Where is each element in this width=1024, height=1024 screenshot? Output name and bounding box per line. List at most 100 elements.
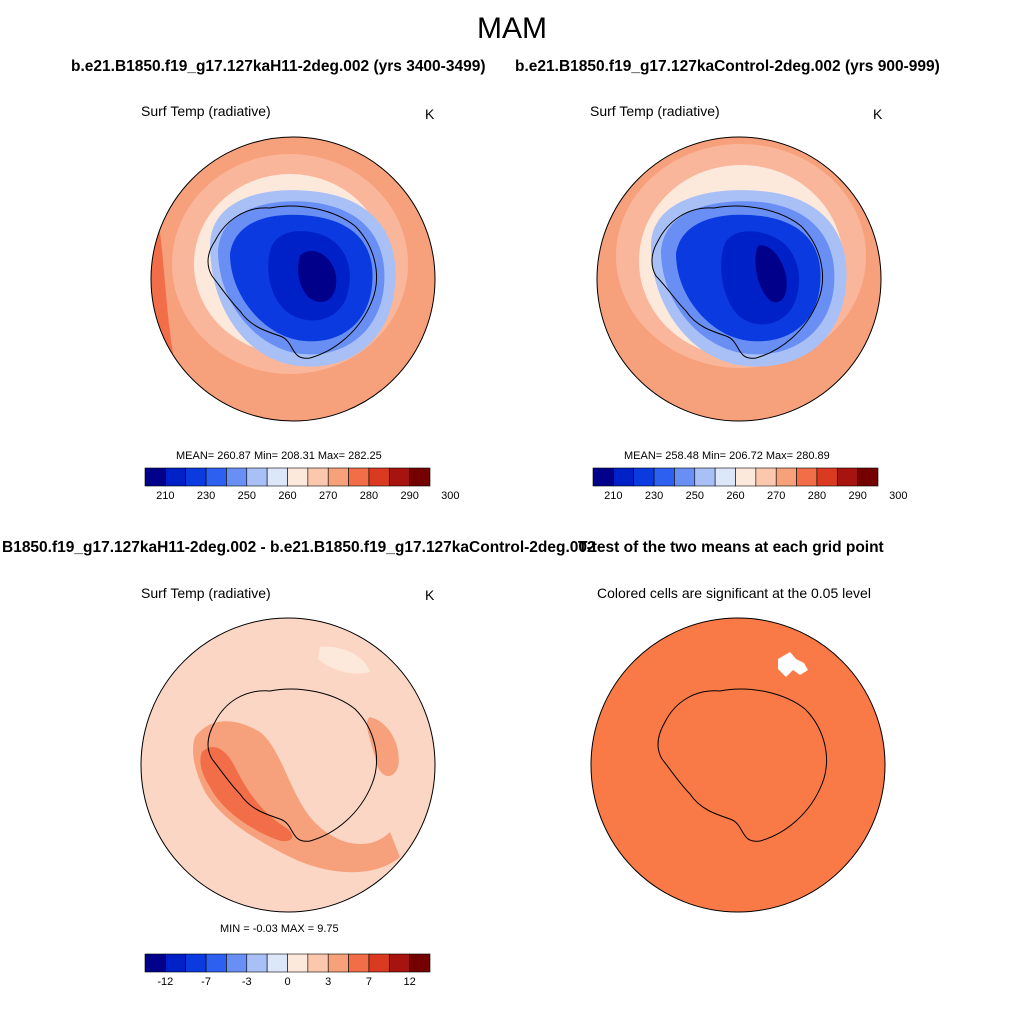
colorbar-tick-label: 300 xyxy=(441,490,460,502)
colorbar-swatch xyxy=(266,467,288,487)
units-top-left: K xyxy=(425,106,435,122)
colorbar-swatch xyxy=(409,953,431,973)
colorbar-swatch xyxy=(368,467,390,487)
map-border xyxy=(590,617,886,913)
stats-top-left: MEAN= 260.87 Min= 208.31 Max= 282.25 xyxy=(176,450,382,462)
warm-anomaly-east xyxy=(366,717,399,777)
colorbar-tick-label: 12 xyxy=(403,976,416,988)
colorbar-tick-label: 280 xyxy=(807,490,827,502)
colorbar-swatch xyxy=(205,467,227,487)
map-top-right xyxy=(596,136,882,422)
colorbar-swatch xyxy=(714,467,736,487)
figure-title: MAM xyxy=(477,12,547,45)
panel-label-bottom-right: Colored cells are significant at the 0.0… xyxy=(597,585,871,601)
case-title-left: b.e21.B1850.f19_g17.127kaH11-2deg.002 (y… xyxy=(71,58,486,75)
map-bottom-left xyxy=(140,617,436,913)
pale-anomaly-north xyxy=(318,646,370,674)
colorbar-swatch xyxy=(327,953,349,973)
colorbar-swatch xyxy=(307,953,329,973)
colorbar-swatch xyxy=(633,467,655,487)
colorbar-tick-label: 3 xyxy=(325,976,332,988)
colorbar-swatch xyxy=(165,467,187,487)
colorbar-tick-label: 210 xyxy=(604,490,623,502)
colorbar-tick-label: 280 xyxy=(359,490,379,502)
colorbar-tick-label: 250 xyxy=(237,490,256,502)
colorbar-top-left xyxy=(144,467,431,487)
map-border xyxy=(150,136,436,422)
panel-label-top-left: Surf Temp (radiative) xyxy=(141,103,271,119)
colorbar-swatch xyxy=(368,953,390,973)
colorbar-tick-label: 7 xyxy=(365,976,372,988)
colorbar-swatch xyxy=(613,467,635,487)
colorbar-swatch xyxy=(735,467,757,487)
panel-label-bottom-left: Surf Temp (radiative) xyxy=(141,585,271,601)
colorbar-bottom-left xyxy=(144,953,431,973)
colorbar-top-right xyxy=(592,467,879,487)
colorbar-tick-label: 260 xyxy=(726,490,745,502)
colorbar-swatch xyxy=(674,467,696,487)
colorbar-swatch xyxy=(816,467,838,487)
colorbar-tick-label: 250 xyxy=(685,490,704,502)
colorbar-swatch xyxy=(388,467,410,487)
colorbar-swatch xyxy=(144,467,166,487)
colorbar-tick-label: -3 xyxy=(241,976,252,988)
antarctica-coastline xyxy=(651,205,824,359)
colorbar-tick-label: 270 xyxy=(319,490,338,502)
colorbar-swatch xyxy=(185,953,207,973)
colorbar-tick-label: 290 xyxy=(400,490,419,502)
units-bottom-left: K xyxy=(425,587,435,603)
units-top-right: K xyxy=(873,106,883,122)
colorbar-swatch xyxy=(226,953,248,973)
antarctica-coastline xyxy=(207,688,378,842)
contour-ring-7 xyxy=(755,245,787,303)
colorbar-swatch xyxy=(266,953,288,973)
colorbar-tick-label: 270 xyxy=(767,490,786,502)
colorbar-swatch xyxy=(226,467,248,487)
colorbar-swatch xyxy=(287,467,309,487)
colorbar-swatch xyxy=(836,467,858,487)
non-significant-cells xyxy=(778,652,808,677)
antarctica-coastline xyxy=(207,205,378,359)
map-top-left xyxy=(150,136,436,422)
hot-anomaly-west xyxy=(200,747,293,842)
colorbar-swatch xyxy=(307,467,329,487)
antarctica-coastline xyxy=(657,688,828,842)
map-border xyxy=(596,136,882,422)
colorbar-tick-label: 290 xyxy=(848,490,867,502)
colorbar-swatch xyxy=(246,467,268,487)
difference-title: B1850.f19_g17.127kaH11-2deg.002 - b.e21.… xyxy=(2,539,596,556)
colorbar-swatch xyxy=(796,467,818,487)
colorbar-swatch xyxy=(775,467,797,487)
significant-field xyxy=(591,618,885,912)
colorbar-tick-label: 260 xyxy=(278,490,297,502)
colorbar-swatch xyxy=(653,467,675,487)
colorbar-swatch xyxy=(857,467,879,487)
colorbar-tick-label: 230 xyxy=(644,490,664,502)
colorbar-swatch xyxy=(409,467,431,487)
colorbar-swatch xyxy=(165,953,187,973)
colorbar-tick-label: 230 xyxy=(196,490,216,502)
colorbar-swatch xyxy=(388,953,410,973)
colorbar-swatch xyxy=(755,467,777,487)
colorbar-swatch xyxy=(185,467,207,487)
colorbar-swatch xyxy=(205,953,227,973)
stats-bottom-left: MIN = -0.03 MAX = 9.75 xyxy=(220,923,339,935)
colorbar-tick-label: -12 xyxy=(157,976,174,988)
colorbar-swatch xyxy=(694,467,716,487)
map-bottom-right xyxy=(590,617,886,913)
warm-anomaly-west xyxy=(193,721,400,873)
ttest-title: T-test of the two means at each grid poi… xyxy=(578,539,884,556)
contour-ring-7 xyxy=(298,251,337,302)
map-border xyxy=(140,617,436,913)
stats-top-right: MEAN= 258.48 Min= 206.72 Max= 280.89 xyxy=(624,450,830,462)
colorbar-tick-label: 210 xyxy=(156,490,175,502)
colorbar-swatch xyxy=(246,953,268,973)
colorbar-tick-label: 300 xyxy=(889,490,908,502)
panel-label-top-right: Surf Temp (radiative) xyxy=(590,103,720,119)
colorbar-tick-label: -7 xyxy=(201,976,211,988)
colorbar-swatch xyxy=(348,953,370,973)
colorbar-swatch xyxy=(592,467,614,487)
case-title-right: b.e21.B1850.f19_g17.127kaControl-2deg.00… xyxy=(515,58,940,75)
colorbar-swatch xyxy=(144,953,166,973)
colorbar-tick-label: 0 xyxy=(284,976,291,988)
